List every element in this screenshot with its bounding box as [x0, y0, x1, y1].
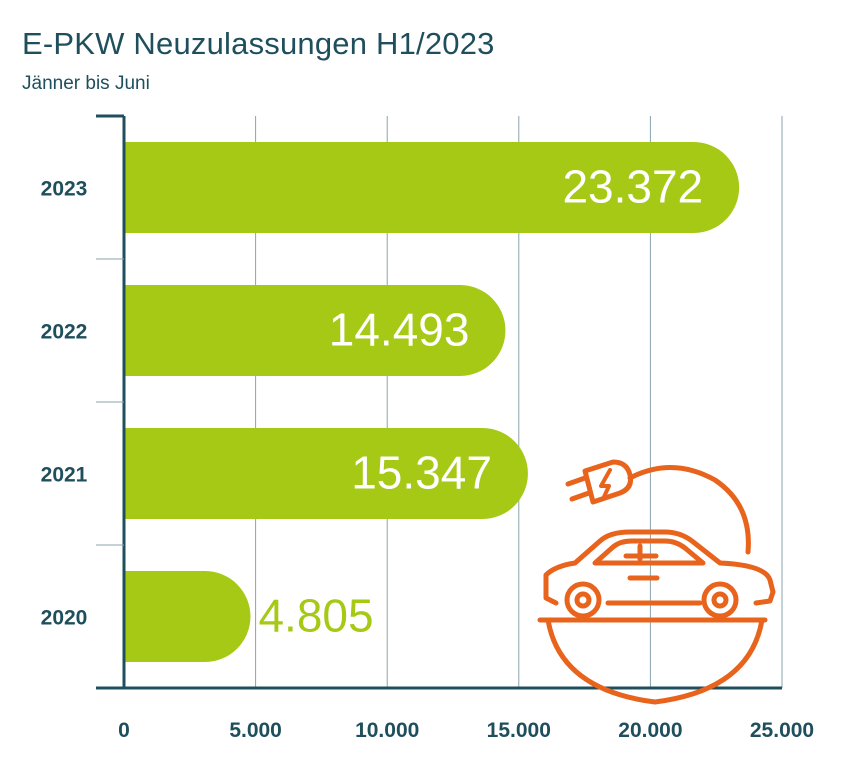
bar	[124, 285, 506, 377]
value-labels: 23.372 14.493 15.347 4.805	[258, 161, 703, 642]
bar	[124, 571, 251, 662]
value-label: 14.493	[329, 304, 470, 356]
category-label: 2023	[41, 178, 88, 201]
x-tick-label: 25.000	[750, 719, 814, 742]
bars	[124, 142, 740, 662]
chart-title: E-PKW Neuzulassungen H1/2023	[22, 26, 495, 61]
category-label: 2022	[41, 321, 88, 344]
chart-subtitle: Jänner bis Juni	[22, 73, 150, 94]
bar	[124, 428, 528, 519]
x-tick-label: 10.000	[355, 719, 419, 742]
bar	[124, 142, 740, 233]
category-label: 2020	[41, 607, 88, 630]
x-tick-label: 0	[118, 719, 130, 742]
car-icon	[543, 529, 776, 619]
ground-arc	[545, 617, 765, 705]
category-label: 2021	[41, 464, 88, 487]
x-tick-label: 20.000	[618, 719, 682, 742]
x-tick-labels: 0 5.000 10.000 15.000 20.000 25.000	[118, 719, 814, 742]
value-label: 23.372	[562, 161, 703, 213]
category-labels: 2023 2022 2021 2020	[41, 178, 88, 630]
value-label: 4.805	[258, 590, 373, 642]
axes	[96, 114, 782, 690]
plug-icon	[565, 459, 751, 555]
x-tick-label: 15.000	[487, 719, 551, 742]
value-label: 15.347	[351, 447, 492, 499]
x-tick-label: 5.000	[229, 719, 282, 742]
electric-car-plug-icon	[537, 459, 776, 705]
